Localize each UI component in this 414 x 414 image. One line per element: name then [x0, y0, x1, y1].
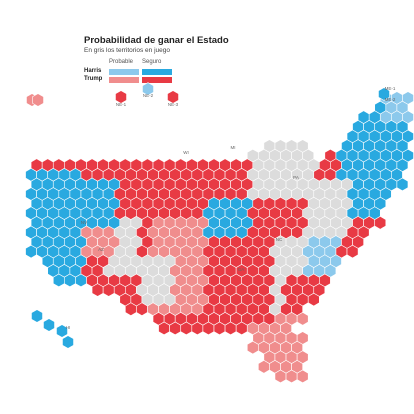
ne2-label: NE-2 [143, 93, 154, 98]
legend-trump-safe-swatch [142, 77, 172, 83]
hex-cell [258, 360, 270, 374]
az-label: AZ [98, 247, 104, 252]
hex-cell [158, 321, 170, 336]
hex-cell [169, 321, 182, 336]
pa-label: PA [293, 175, 299, 180]
legend-seguro-header: Seguro [142, 59, 162, 65]
ne3-label: NE-3 [168, 102, 179, 107]
hex-cell [374, 216, 387, 230]
hex-cell [43, 318, 55, 332]
hex-cell [235, 321, 248, 336]
nc-label: NC [276, 237, 283, 242]
hex-cell [52, 273, 65, 288]
hex-cell [180, 321, 193, 336]
legend-harris-safe-swatch [142, 69, 172, 75]
hex-cell [32, 93, 44, 107]
legend: Probable Seguro Harris Trump [84, 59, 204, 89]
hex-cell [56, 324, 68, 338]
hex-cell [285, 369, 298, 384]
ga-label: GA [238, 267, 245, 272]
hex-cell [224, 321, 237, 336]
hex-cell [125, 302, 137, 316]
hex-cell [64, 273, 76, 288]
hex-cell [75, 273, 87, 288]
hex-cell [274, 369, 287, 384]
ne1-label: NE-1 [116, 102, 127, 107]
hex-cell [396, 177, 409, 192]
hex-cell [102, 283, 115, 297]
hex-grid [25, 82, 414, 384]
hex-cell [136, 302, 148, 316]
hex-cell [378, 87, 390, 101]
wi-label: WI [183, 150, 189, 155]
me1-label: ME-1 [385, 86, 396, 91]
hex-cell [191, 321, 204, 336]
hex-cell [167, 90, 179, 104]
legend-trump-likely-swatch [109, 77, 139, 83]
hex-cell [246, 340, 259, 355]
mi-label: MI [231, 145, 236, 150]
hex-cell [31, 309, 43, 323]
hex-cell [296, 312, 309, 326]
me2-label: ME-2 [385, 97, 396, 102]
hex-cell [213, 321, 226, 336]
map-labels: NE-1 NE-2 NE-3 ME-1 ME-2 WI MI PA NC GA … [66, 86, 396, 330]
hex-cell [202, 321, 215, 336]
chart-title: Probabilidad de ganar el Estado [84, 35, 229, 46]
hex-cell [62, 335, 74, 349]
hex-cell [346, 244, 359, 259]
hex-cell [25, 244, 37, 259]
hex-cell [307, 292, 320, 307]
hex-cell [296, 369, 309, 384]
chart-subtitle: En gris los territorios en juego [84, 47, 170, 54]
legend-harris-likely-swatch [109, 69, 139, 75]
hi-label: HI [66, 325, 71, 330]
legend-probable-header: Probable [109, 59, 134, 65]
hex-cell [142, 82, 154, 96]
legend-harris-label: Harris [84, 68, 102, 74]
legend-trump-label: Trump [84, 76, 103, 82]
hex-cell [91, 283, 104, 297]
hex-cell [115, 90, 127, 104]
nv-label: NV [81, 220, 87, 225]
